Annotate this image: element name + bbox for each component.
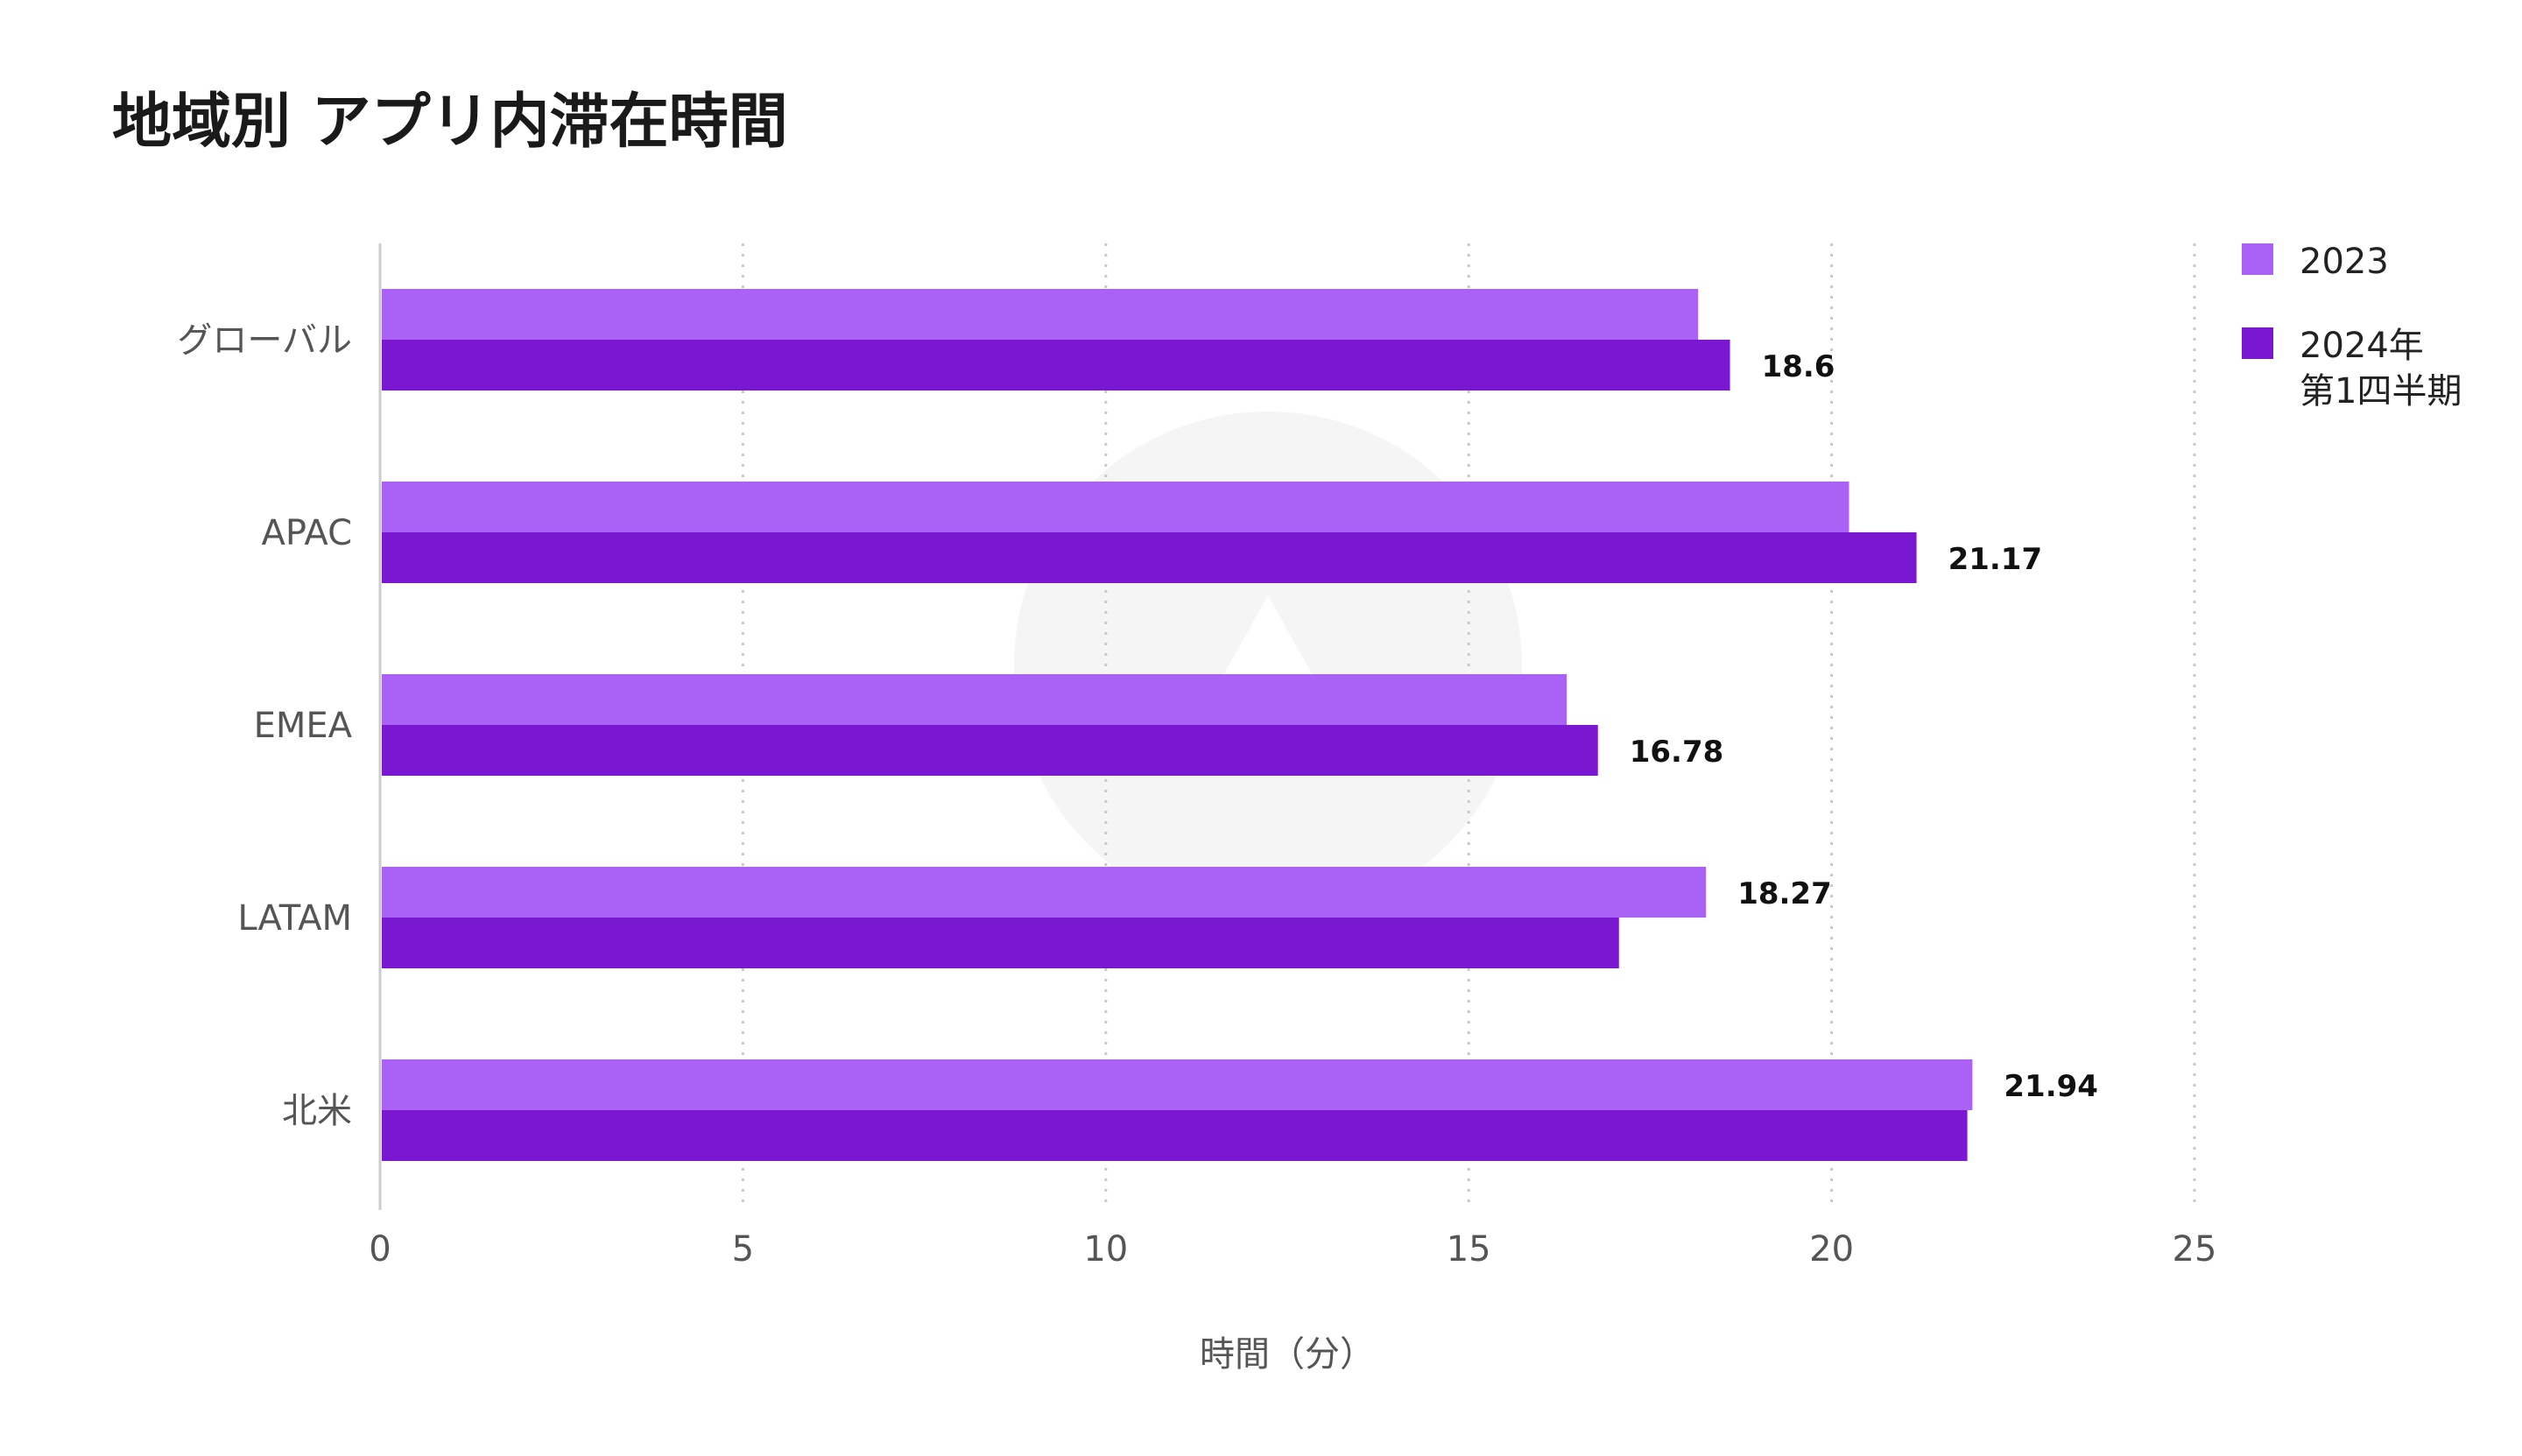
category-label: APAC [261, 513, 352, 553]
bar [382, 725, 1598, 776]
bar [382, 289, 1699, 340]
x-tick-label: 5 [732, 1229, 754, 1270]
legend-label: 第1四半期 [2300, 371, 2462, 411]
category-label: グローバル [177, 320, 352, 361]
x-tick-label: 10 [1083, 1229, 1128, 1270]
bar [382, 674, 1567, 725]
bar [382, 532, 1917, 583]
data-label: 18.27 [1737, 876, 1832, 911]
bar [382, 340, 1730, 390]
chart-title: 地域別 アプリ内滞在時間 [112, 88, 788, 157]
bar [382, 1110, 1968, 1161]
data-label: 16.78 [1630, 735, 1724, 770]
x-axis-title: 時間（分） [1200, 1334, 1375, 1375]
bar [382, 918, 1619, 968]
bar [382, 1059, 1973, 1110]
legend-label: 2024年 [2300, 326, 2424, 366]
legend-label: 2023 [2300, 242, 2389, 282]
x-tick-label: 15 [1447, 1229, 1491, 1270]
data-label: 21.94 [2004, 1069, 2098, 1104]
x-tick-label: 20 [1809, 1229, 1854, 1270]
category-label: 北米 [282, 1091, 352, 1131]
axes: 0 5 10 15 20 25 [369, 243, 2216, 1270]
category-label: LATAM [237, 898, 352, 939]
data-label: 18.6 [1762, 349, 1835, 384]
legend-swatch [2242, 243, 2273, 275]
legend-swatch [2242, 327, 2273, 359]
bars [382, 289, 1973, 1161]
x-tick-label: 25 [2173, 1229, 2217, 1270]
labels: グローバル 18.6 APAC 21.17 EMEA 16.78 LATAM 18.27 北米 2… [177, 320, 2098, 1131]
bar [382, 482, 1849, 532]
category-label: EMEA [254, 706, 353, 746]
x-tick-label: 0 [369, 1229, 391, 1270]
bar [382, 867, 1707, 918]
data-label: 21.17 [1948, 542, 2043, 577]
